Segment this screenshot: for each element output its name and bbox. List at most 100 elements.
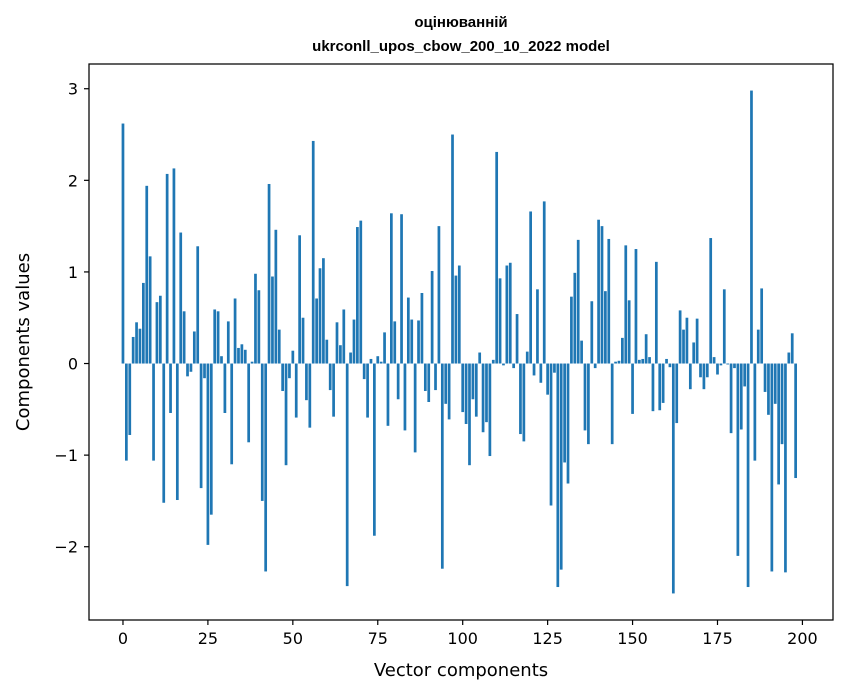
bar (257, 290, 261, 364)
y-axis-ticks: −2 −1 0 1 2 3 (54, 80, 89, 557)
x-tick-label: 100 (447, 629, 478, 648)
bar (206, 363, 210, 545)
bar (376, 356, 380, 364)
bar (583, 363, 587, 431)
bar (362, 363, 366, 380)
bar (165, 173, 169, 364)
bar (175, 363, 179, 501)
bar (318, 268, 322, 364)
bar (695, 318, 699, 364)
bar (719, 363, 723, 366)
bar (386, 363, 390, 426)
plot-frame (88, 63, 834, 621)
bar (131, 336, 135, 364)
y-tick-label: −1 (54, 446, 78, 465)
bar (267, 183, 271, 364)
bar (627, 300, 631, 364)
y-axis-label: Components values (13, 253, 34, 431)
bar (220, 356, 223, 364)
bar (322, 258, 325, 364)
bar (420, 293, 424, 364)
bar (260, 363, 264, 501)
bar (403, 363, 407, 431)
bar (668, 363, 672, 368)
bar (457, 265, 461, 364)
bar (753, 363, 757, 461)
bar (716, 363, 719, 375)
bar (243, 349, 247, 364)
x-tick-label: 200 (787, 629, 818, 648)
y-tick-label: 0 (68, 355, 78, 374)
bar (396, 363, 400, 400)
bar (671, 363, 675, 594)
x-tick-label: 150 (617, 629, 648, 648)
bar (349, 352, 352, 364)
bar (773, 363, 777, 404)
bar (454, 275, 458, 364)
bar (427, 363, 431, 402)
bar (471, 363, 475, 400)
bars (121, 90, 797, 594)
bar (688, 363, 692, 390)
bar (505, 265, 509, 364)
bar (614, 361, 617, 364)
bar (624, 245, 628, 364)
bar (148, 256, 152, 364)
bar (233, 298, 237, 364)
bar (345, 363, 349, 587)
bar (743, 363, 747, 387)
bar (566, 363, 570, 484)
bar (237, 347, 240, 364)
bar (644, 334, 648, 364)
bar (230, 363, 234, 465)
bar (199, 363, 203, 489)
bar (675, 363, 679, 424)
bar (186, 363, 189, 377)
bar (135, 322, 138, 364)
bar (491, 359, 495, 364)
bar (369, 358, 373, 364)
bar (447, 363, 451, 420)
bar (226, 321, 230, 364)
bar (315, 298, 318, 364)
bar (121, 123, 125, 364)
bar (702, 363, 706, 390)
bar (587, 363, 590, 445)
bar (750, 90, 753, 364)
bar (559, 363, 563, 570)
bar (158, 295, 162, 364)
bar (182, 311, 186, 364)
bar (264, 363, 268, 572)
bar (739, 363, 743, 430)
bar (390, 213, 393, 364)
bar (145, 185, 149, 364)
bar (152, 363, 155, 461)
x-tick-label: 75 (368, 629, 388, 648)
bar (478, 352, 482, 364)
bar (722, 289, 726, 364)
bar (780, 363, 784, 445)
bar (576, 239, 580, 364)
bar (406, 297, 410, 364)
x-tick-label: 125 (532, 629, 563, 648)
bar (502, 363, 505, 366)
bar (332, 363, 335, 417)
bar (325, 339, 329, 364)
bar (654, 261, 658, 364)
bar (247, 363, 251, 443)
x-tick-label: 50 (283, 629, 303, 648)
bar (525, 351, 529, 364)
bar (604, 291, 607, 364)
bar (570, 296, 573, 364)
bar (787, 352, 791, 364)
bar (621, 337, 624, 364)
bar (512, 363, 516, 369)
bar (665, 358, 668, 364)
bar (661, 363, 665, 403)
bar (726, 363, 730, 365)
y-tick-label: 1 (68, 263, 78, 282)
bar (651, 363, 655, 412)
bar (746, 363, 750, 588)
x-tick-label: 25 (198, 629, 218, 648)
bar (682, 329, 685, 364)
